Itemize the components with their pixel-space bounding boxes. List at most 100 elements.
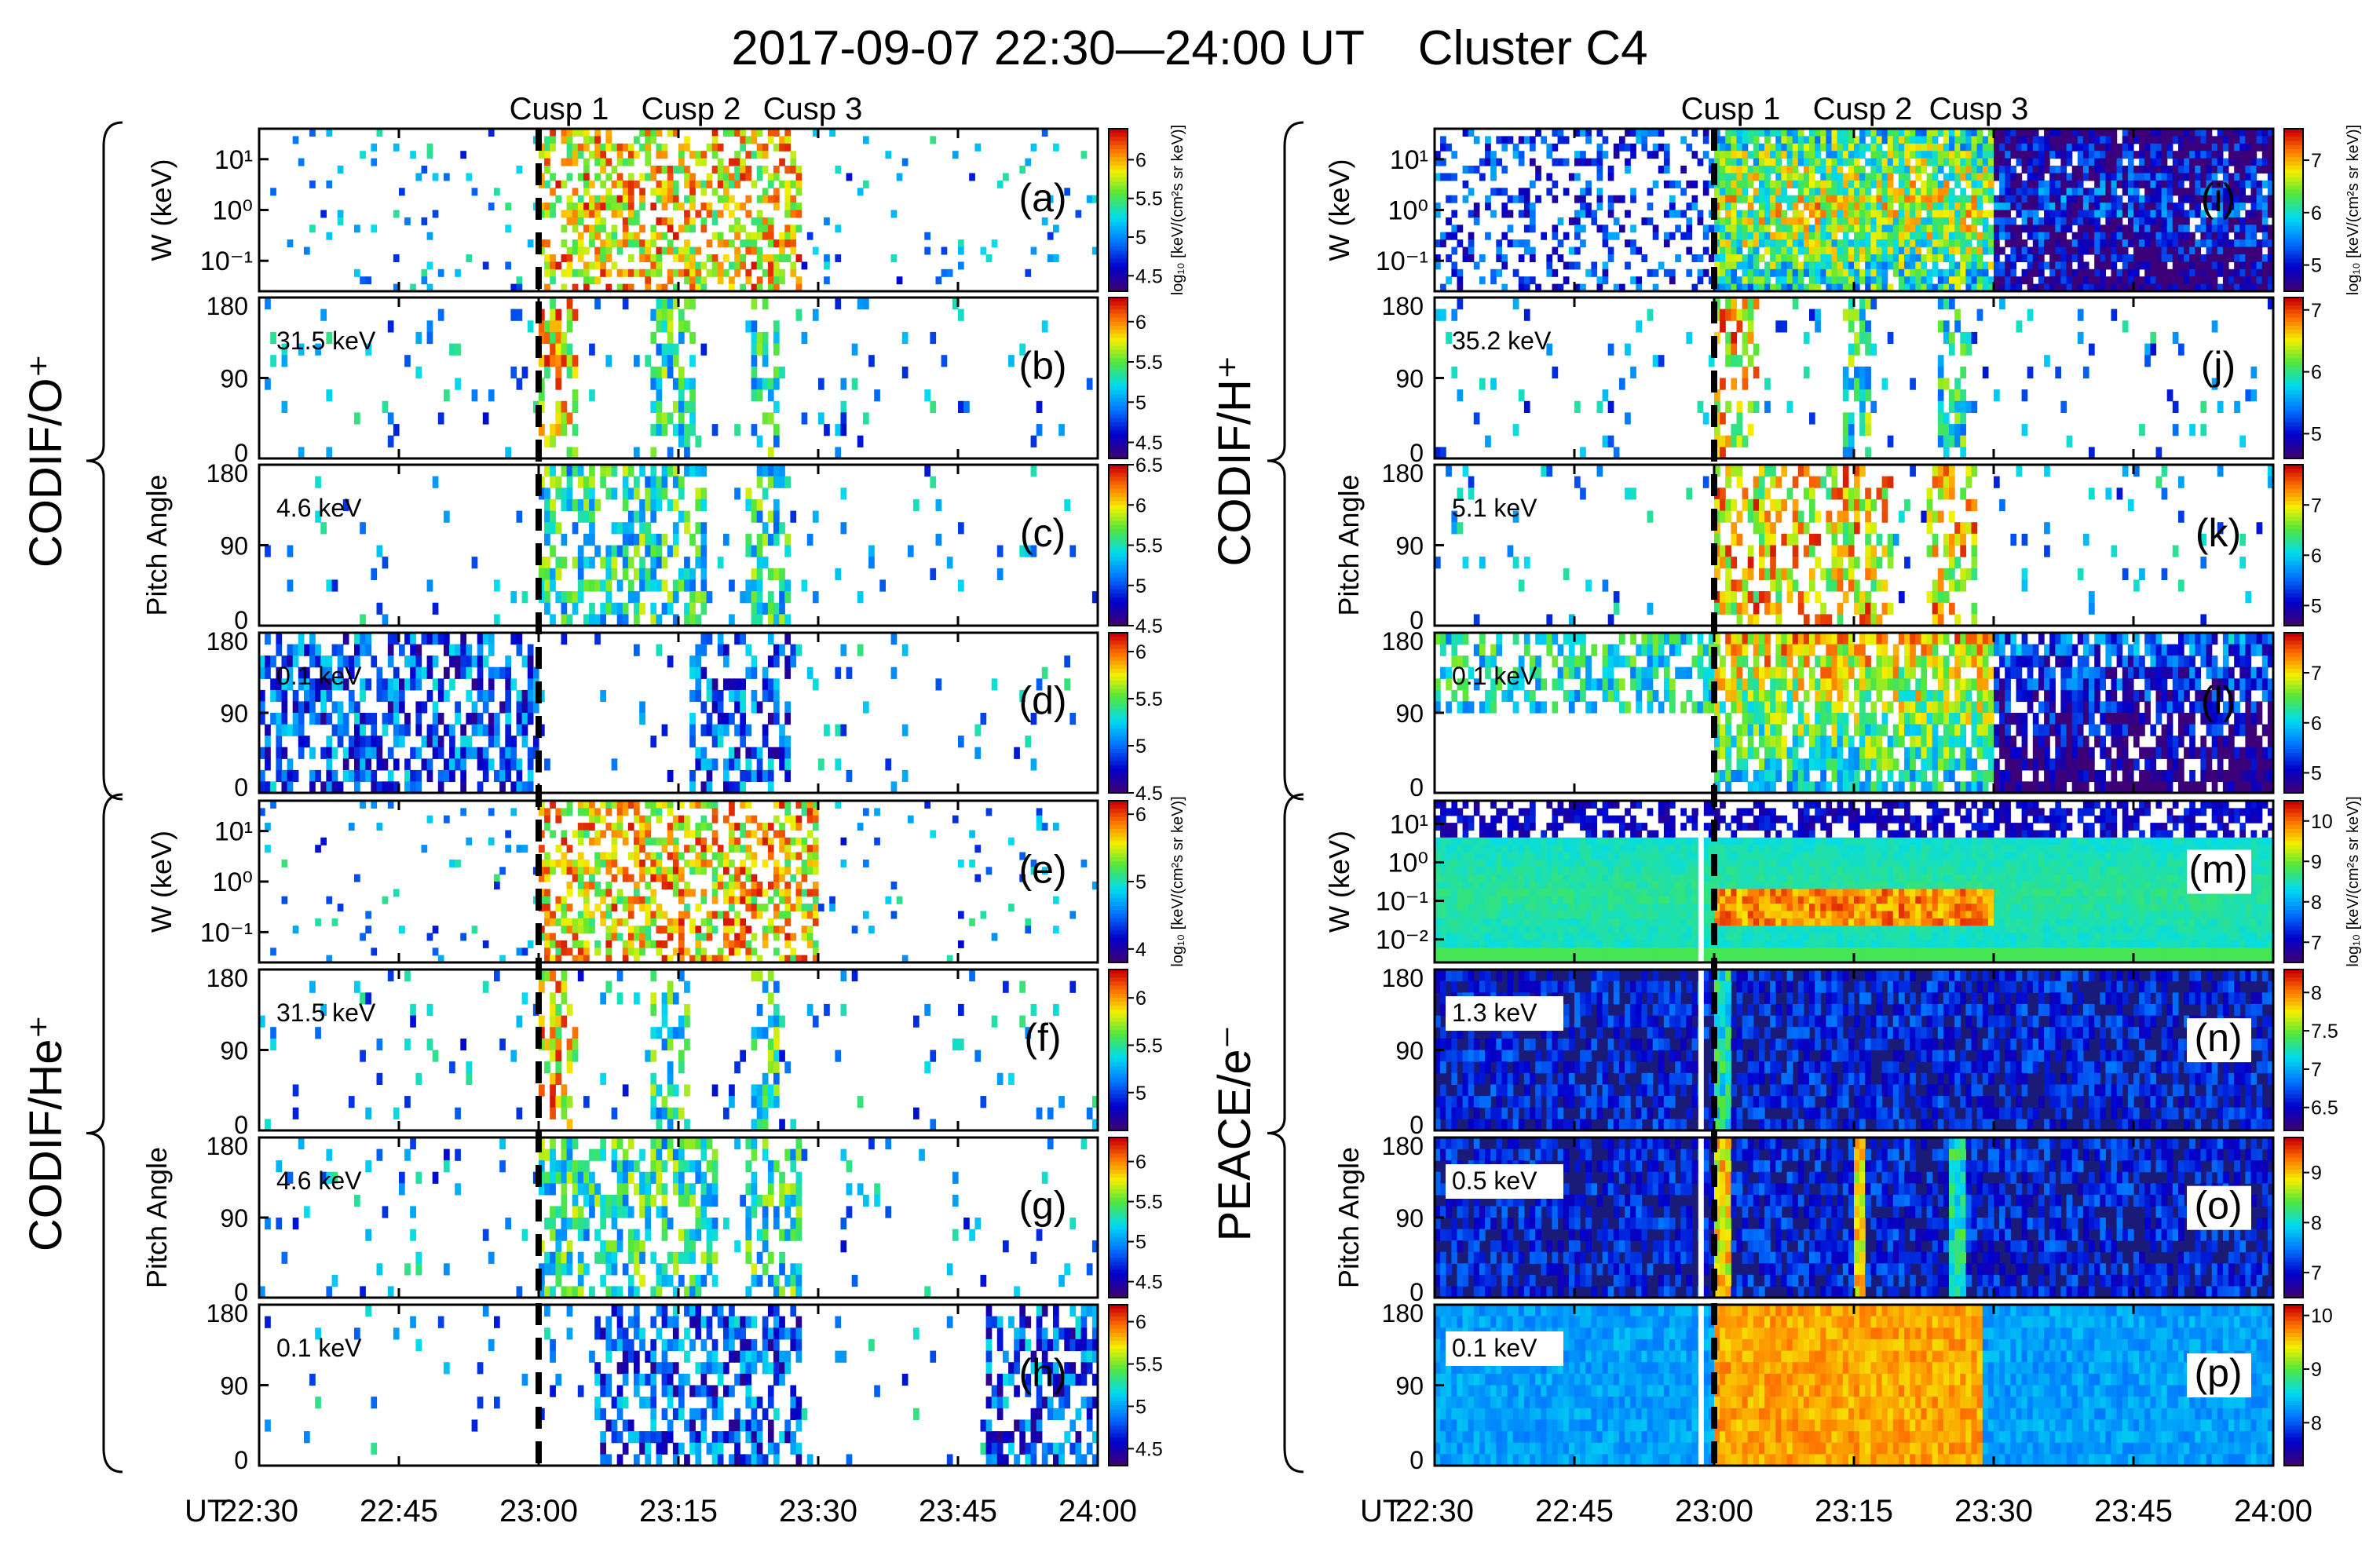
data-cell [1625,261,1631,270]
data-cell [729,283,735,292]
data-cell [360,992,366,1005]
data-cell [667,808,674,816]
data-cell [1462,180,1469,188]
data-cell [561,254,568,262]
data-cell [784,701,791,714]
data-cell [561,1251,568,1264]
data-cell [404,724,411,736]
data-cell [1585,180,1592,188]
data-cell [572,1171,579,1184]
data-cell [544,166,550,173]
data-cell [1731,180,1738,188]
data-cell [611,261,618,270]
data-cell [779,180,785,188]
data-cell [795,867,802,875]
data-cell [913,1327,919,1340]
data-cell [773,655,780,668]
data-cell [985,1397,993,1409]
data-cell [1691,283,1698,292]
data-cell [767,1338,774,1352]
data-cell [745,239,752,248]
data-cell [745,320,752,333]
data-cell [812,889,819,897]
colorbar-segment [1109,1025,1128,1031]
data-cell [773,1408,780,1420]
data-cell [572,355,579,367]
data-cell [695,823,702,831]
data-cell [634,933,640,941]
data-cell [1764,151,1771,159]
data-cell [829,129,835,137]
data-cell [1764,143,1771,152]
data-cell [784,713,791,725]
data-cell [1775,136,1782,144]
data-cell [661,926,668,934]
data-cell [745,232,752,240]
data-cell [634,239,640,248]
data-cell [740,933,746,941]
data-cell [645,1397,651,1409]
colorbar-segment [1109,717,1128,721]
data-cell [482,1305,489,1317]
data-cell [622,602,629,615]
data-cell [723,1327,729,1340]
data-cell [678,389,685,402]
data-cell [365,343,371,356]
colorbar-segment [1109,1293,1128,1298]
data-cell [577,801,584,809]
data-cell [404,1263,411,1276]
data-cell [645,830,651,838]
data-cell [1030,246,1037,255]
data-cell [773,476,780,488]
data-cell [661,1038,668,1051]
data-cell [1041,1454,1048,1466]
data-cell [751,568,758,580]
data-cell [561,268,568,277]
data-cell [795,210,802,218]
data-cell [326,1148,333,1161]
data-cell [622,232,629,240]
data-cell [863,808,869,816]
colorbar-segment [1109,287,1128,292]
data-cell [577,940,584,948]
data-cell [550,801,556,809]
data-cell [281,769,288,783]
data-cell [806,940,813,948]
data-cell [471,724,478,736]
data-cell [371,568,378,580]
data-cell [650,225,657,233]
colorbar-tick-label: 5 [1135,1396,1146,1418]
data-cell [700,591,707,604]
data-cell [1019,980,1025,993]
data-cell [616,1286,623,1298]
data-cell [477,781,484,794]
data-cell [600,217,606,225]
data-cell [544,970,550,982]
data-cell [555,343,562,356]
data-cell [1036,1327,1043,1340]
data-cell [779,465,785,477]
data-cell [566,591,573,604]
data-cell [449,678,455,691]
data-cell [924,1286,930,1298]
data-cell [421,666,428,679]
data-cell [667,955,674,963]
data-cell [1786,203,1793,211]
data-cell [667,801,674,809]
data-cell [812,904,819,912]
data-cell [717,948,724,956]
data-cell [751,129,758,137]
data-cell [946,955,953,963]
data-cell [455,1148,461,1161]
data-cell [1697,268,1704,277]
data-cell [382,400,389,413]
data-cell [751,261,758,270]
data-cell [539,845,545,853]
data-cell [572,918,579,926]
data-cell [354,701,360,714]
data-cell [661,217,668,225]
data-cell [1047,195,1054,203]
data-cell [751,545,758,557]
data-cell [1731,210,1738,218]
data-cell [594,195,601,203]
